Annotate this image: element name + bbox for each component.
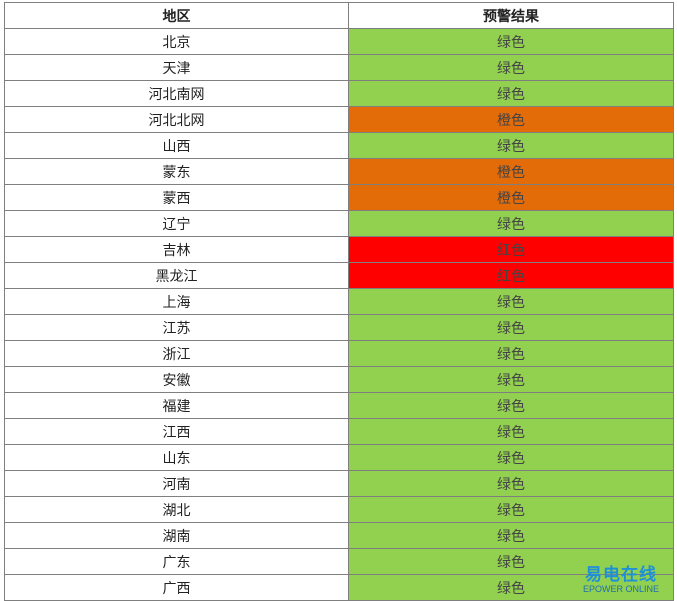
result-cell: 绿色 [348,496,674,523]
table-row: 福建 绿色 [4,392,674,419]
table-row: 江苏 绿色 [4,314,674,341]
result-cell: 橙色 [348,106,674,133]
result-cell: 绿色 [348,288,674,315]
table-row: 河北南网 绿色 [4,80,674,107]
result-cell: 绿色 [348,80,674,107]
table-row: 广东 绿色 [4,548,674,575]
table-row: 山东 绿色 [4,444,674,471]
result-cell: 绿色 [348,340,674,367]
region-cell: 安徽 [4,366,349,393]
region-cell: 北京 [4,28,349,55]
warning-table: 地区 预警结果 北京 绿色 天津 绿色 河北南网 绿色 河北北网 橙色 山西 绿色 蒙东 橙色 蒙西 橙色… [4,2,674,601]
result-cell: 绿色 [348,210,674,237]
region-cell: 吉林 [4,236,349,263]
region-cell: 湖南 [4,522,349,549]
header-cell: 预警结果 [348,2,674,29]
result-cell: 绿色 [348,132,674,159]
table-row: 安徽 绿色 [4,366,674,393]
result-cell: 红色 [348,262,674,289]
region-cell: 广东 [4,548,349,575]
result-cell: 绿色 [348,548,674,575]
result-cell: 绿色 [348,444,674,471]
header-cell: 地区 [4,2,349,29]
region-cell: 山东 [4,444,349,471]
table-row: 黑龙江 红色 [4,262,674,289]
table-row: 蒙东 橙色 [4,158,674,185]
watermark: 易电在线 EPOWER ONLINE [583,566,659,594]
result-cell: 绿色 [348,522,674,549]
table-row: 北京 绿色 [4,28,674,55]
result-cell: 绿色 [348,366,674,393]
region-cell: 河北北网 [4,106,349,133]
region-cell: 蒙西 [4,184,349,211]
region-cell: 天津 [4,54,349,81]
table-row: 吉林 红色 [4,236,674,263]
result-cell: 绿色 [348,470,674,497]
region-cell: 山西 [4,132,349,159]
result-cell: 绿色 [348,28,674,55]
watermark-logo: 易电在线 [584,565,657,585]
table-row: 河北北网 橙色 [4,106,674,133]
table-row: 浙江 绿色 [4,340,674,367]
result-cell: 绿色 [348,314,674,341]
table-row: 上海 绿色 [4,288,674,315]
region-cell: 黑龙江 [4,262,349,289]
region-cell: 河北南网 [4,80,349,107]
region-cell: 上海 [4,288,349,315]
region-cell: 江西 [4,418,349,445]
table-row: 湖南 绿色 [4,522,674,549]
region-cell: 蒙东 [4,158,349,185]
region-cell: 广西 [4,574,349,601]
header-row: 地区 预警结果 [4,2,674,29]
table-row: 蒙西 橙色 [4,184,674,211]
region-cell: 浙江 [4,340,349,367]
table-row: 天津 绿色 [4,54,674,81]
result-cell: 红色 [348,236,674,263]
table-row: 山西 绿色 [4,132,674,159]
region-cell: 福建 [4,392,349,419]
table-row: 江西 绿色 [4,418,674,445]
watermark-subtitle: EPOWER ONLINE [582,584,659,594]
table-row: 湖北 绿色 [4,496,674,523]
result-cell: 绿色 [348,418,674,445]
table-row: 广西 绿色 [4,574,674,601]
table-row: 辽宁 绿色 [4,210,674,237]
result-cell: 绿色 [348,392,674,419]
region-cell: 江苏 [4,314,349,341]
table-row: 河南 绿色 [4,470,674,497]
result-cell: 绿色 [348,54,674,81]
result-cell: 橙色 [348,158,674,185]
table-body: 北京 绿色 天津 绿色 河北南网 绿色 河北北网 橙色 山西 绿色 蒙东 橙色 蒙西 橙色 辽宁 绿色 吉林 红色… [4,28,674,601]
region-cell: 辽宁 [4,210,349,237]
region-cell: 湖北 [4,496,349,523]
region-cell: 河南 [4,470,349,497]
result-cell: 橙色 [348,184,674,211]
